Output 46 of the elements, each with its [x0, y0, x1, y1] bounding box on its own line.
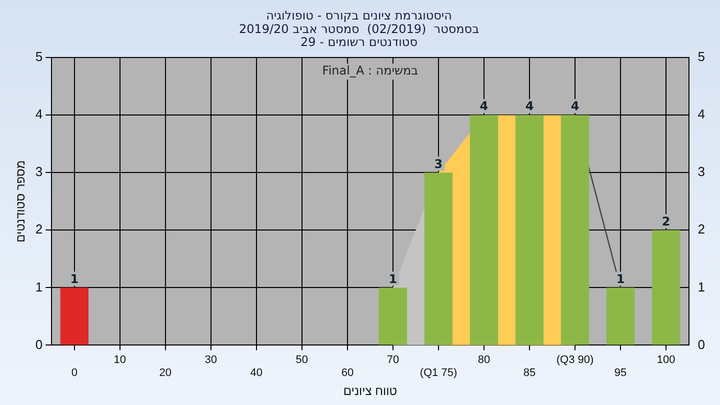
x-tick-label: 0	[71, 367, 78, 380]
x-tick-label: (Q1 75)	[420, 367, 458, 380]
y-tick-label: 3	[35, 164, 43, 180]
x-axis-title: טווח ציונים	[343, 384, 398, 398]
chart-title: היסטוגרמת ציונים בקורס - טופולוגיה	[266, 8, 452, 23]
bar	[652, 230, 680, 345]
chart-subtitle: בסמסטר (02/2019) סמסטר אביב 2019/20 סטודנטים רשומים - 29	[238, 22, 480, 50]
y-tick-label: 4	[35, 106, 43, 122]
x-tick-label: 85	[523, 367, 536, 380]
y-tick-label: 1	[35, 279, 43, 294]
x-tick-label: 60	[341, 367, 354, 380]
data-label: 2	[662, 214, 670, 228]
data-label: 1	[616, 272, 625, 286]
y-axis-title: מספר סטודנטים	[14, 160, 28, 242]
x-tick-label: 50	[296, 354, 308, 366]
y2-tick-label: 3	[698, 164, 706, 180]
x-tick-label: 100	[656, 354, 676, 366]
annotation: Final_A : במשימה	[322, 64, 418, 78]
data-label: 1	[70, 272, 79, 286]
bar	[470, 115, 498, 345]
bar	[560, 115, 590, 345]
x-tick-label: 20	[159, 367, 172, 380]
y-tick-label: 2	[35, 222, 43, 237]
x-tick-label: 80	[478, 354, 490, 366]
y2-tick-label: 2	[698, 222, 706, 237]
x-tick-label: 40	[250, 367, 263, 380]
x-tick-label: (Q3 90)	[556, 354, 594, 366]
bar	[606, 288, 635, 345]
bar	[515, 115, 544, 345]
y2-tick-label: 5	[698, 49, 706, 64]
bar	[60, 288, 88, 345]
data-label: 4	[570, 99, 580, 114]
y-tick-label: 5	[35, 49, 43, 64]
y2-tick-label: 1	[698, 279, 706, 294]
data-label: 4	[525, 99, 534, 114]
data-label: 3	[434, 156, 443, 171]
data-label: 4	[480, 99, 488, 114]
y-tick-label: 0	[35, 336, 43, 352]
y2-tick-label: 4	[698, 106, 706, 122]
y2-tick-label: 0	[698, 336, 706, 352]
x-tick-label: 10	[114, 354, 126, 366]
x-tick-label: 30	[204, 354, 218, 366]
x-tick-label: 95	[614, 367, 627, 380]
bar	[378, 288, 408, 345]
data-label: 1	[388, 272, 398, 286]
x-tick-label: 70	[386, 354, 400, 366]
